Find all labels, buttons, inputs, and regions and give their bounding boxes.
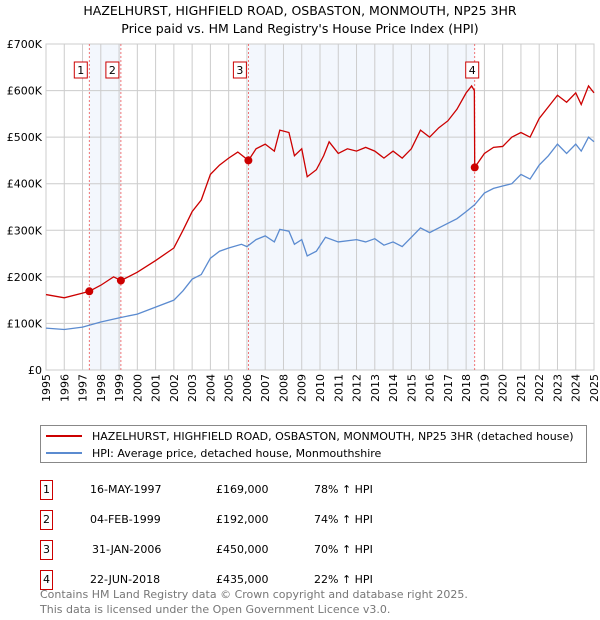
series-line-property <box>45 84 595 299</box>
sale-price: £169,000 <box>216 483 269 496</box>
sale-point <box>244 156 253 165</box>
shaded-period <box>248 44 475 370</box>
x-tick-label: 2019 <box>478 374 491 402</box>
sale-date: 16-MAY-1997 <box>90 483 162 496</box>
x-tick-label: 2008 <box>277 374 290 402</box>
y-tick-label: £200K <box>7 271 43 284</box>
sale-date: 22-JUN-2018 <box>90 573 161 586</box>
x-tick-label: 2018 <box>460 374 473 402</box>
legend: HAZELHURST, HIGHFIELD ROAD, OSBASTON, MO… <box>40 425 587 463</box>
sale-label-box <box>73 61 88 79</box>
x-tick-label: 2004 <box>204 374 217 402</box>
chart-subtitle: Price paid vs. HM Land Registry's House … <box>121 21 479 36</box>
legend-item-hpi: HPI: Average price, detached house, Monm… <box>41 445 381 461</box>
sale-label-box <box>465 61 480 79</box>
x-tick-label: 2015 <box>405 374 418 402</box>
sale-hpi: 78% ↑ HPI <box>314 483 373 496</box>
chart-title: HAZELHURST, HIGHFIELD ROAD, OSBASTON, MO… <box>83 3 517 18</box>
legend-item-property: HAZELHURST, HIGHFIELD ROAD, OSBASTON, MO… <box>41 428 574 444</box>
y-tick-label: £300K <box>7 224 43 237</box>
sale-hpi: 70% ↑ HPI <box>314 543 373 556</box>
sale-date: 04-FEB-1999 <box>90 513 161 526</box>
sale-label: 2 <box>109 64 116 77</box>
sale-number: 1 <box>40 480 53 500</box>
x-tick-label: 1995 <box>40 374 53 402</box>
sale-label: 1 <box>77 64 84 77</box>
footer-line: Contains HM Land Registry data © Crown c… <box>40 588 468 601</box>
sale-hpi: 74% ↑ HPI <box>314 513 373 526</box>
x-tick-label: 1998 <box>95 374 108 402</box>
x-tick-label: 2009 <box>296 374 309 402</box>
sale-number: 4 <box>40 570 53 590</box>
y-tick-label: £100K <box>7 317 43 330</box>
x-tick-label: 2001 <box>150 374 163 402</box>
x-tick-label: 2021 <box>515 374 528 402</box>
shaded-period <box>89 44 121 370</box>
sale-row: 1 16-MAY-1997 £169,000 78% ↑ HPI <box>40 480 600 500</box>
sale-label-box <box>105 61 120 79</box>
x-tick-label: 2025 <box>588 374 600 402</box>
x-tick-label: 1997 <box>77 374 90 402</box>
legend-swatch <box>46 435 82 437</box>
x-tick-label: 2014 <box>387 374 400 402</box>
sale-row: 3 31-JAN-2006 £450,000 70% ↑ HPI <box>40 540 600 560</box>
sale-point <box>85 287 94 296</box>
sale-label: 4 <box>469 64 476 77</box>
x-tick-label: 2000 <box>131 374 144 402</box>
sale-price: £450,000 <box>216 543 269 556</box>
x-tick-label: 2005 <box>223 374 236 402</box>
x-tick-label: 2022 <box>533 374 546 402</box>
y-tick-label: £400K <box>7 178 43 191</box>
sale-price: £192,000 <box>216 513 269 526</box>
y-tick-label: £700K <box>7 38 43 51</box>
plot-border <box>45 43 595 371</box>
x-tick-label: 2020 <box>497 374 510 402</box>
plot-area: 1995 1996 1997 1998 1999 2000 2001 2002 2003 2004… <box>7 38 600 402</box>
x-tick-label: 2007 <box>259 374 272 402</box>
sale-number: 3 <box>40 540 53 560</box>
x-tick-label: 2012 <box>351 374 364 402</box>
legend-label: HAZELHURST, HIGHFIELD ROAD, OSBASTON, MO… <box>92 429 574 443</box>
x-tick-label: 1996 <box>58 374 71 402</box>
x-tick-label: 2013 <box>369 374 382 402</box>
sale-point <box>116 276 125 285</box>
y-tick-label: £600K <box>7 85 43 98</box>
x-tick-label: 2003 <box>186 374 199 402</box>
x-tick-label: 2011 <box>332 374 345 402</box>
y-tick-label: £0 <box>28 364 42 377</box>
sale-date: 31-JAN-2006 <box>92 543 162 556</box>
series-line-hpi <box>45 136 595 331</box>
x-tick-label: 2010 <box>314 374 327 402</box>
sale-label-box <box>232 61 247 79</box>
sale-row: 4 22-JUN-2018 £435,000 22% ↑ HPI <box>40 570 600 590</box>
sale-hpi: 22% ↑ HPI <box>314 573 373 586</box>
footer-line: This data is licensed under the Open Gov… <box>40 603 391 616</box>
sale-label: 3 <box>236 64 243 77</box>
sale-row: 2 04-FEB-1999 £192,000 74% ↑ HPI <box>40 510 600 530</box>
legend-label: HPI: Average price, detached house, Monm… <box>92 446 382 460</box>
y-tick-label: £500K <box>7 131 43 144</box>
sale-number: 2 <box>40 510 53 530</box>
x-tick-label: 2006 <box>241 374 254 402</box>
x-tick-label: 2017 <box>442 374 455 402</box>
legend-swatch <box>46 452 82 454</box>
x-tick-label: 2023 <box>551 374 564 402</box>
sale-price: £435,000 <box>216 573 269 586</box>
x-tick-label: 2016 <box>424 374 437 402</box>
sale-point <box>470 163 479 172</box>
x-tick-label: 2024 <box>570 374 583 402</box>
x-tick-label: 1999 <box>113 374 126 402</box>
x-tick-label: 2002 <box>168 374 181 402</box>
